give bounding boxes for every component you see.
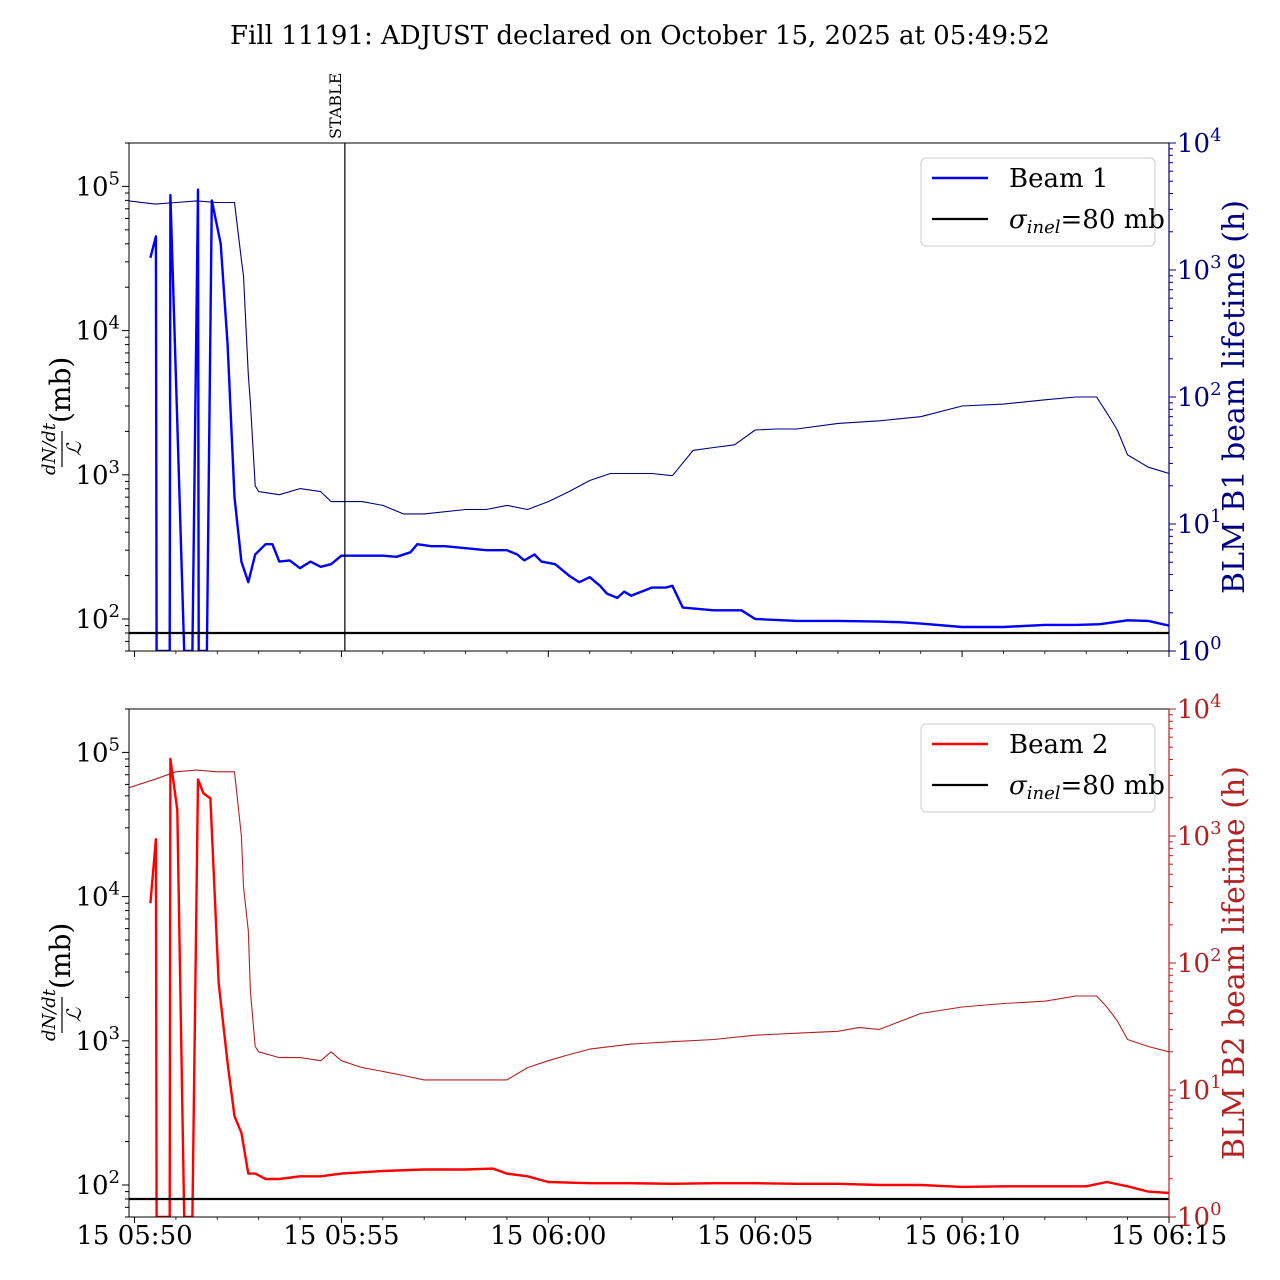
- x-tick-label: 15 05:55: [283, 1221, 399, 1251]
- right-tick-label: 103: [1177, 818, 1222, 852]
- left-tick-label: 102: [75, 601, 120, 635]
- series-blm-b1-beam-lifetime: [129, 200, 1169, 515]
- plot-area: [129, 188, 1169, 651]
- right-axis-label: BLM B2 beam lifetime (h): [1217, 766, 1252, 1160]
- left-tick-label: 104: [75, 313, 120, 347]
- right-tick-label: 102: [1177, 379, 1222, 413]
- left-tick-label: 102: [75, 1167, 120, 1201]
- series-beam-1: [149, 188, 1169, 651]
- right-tick-label: 100: [1177, 633, 1222, 667]
- x-tick-label: 15 05:50: [76, 1221, 192, 1251]
- x-tick-label: 15 06:00: [490, 1221, 606, 1251]
- y-label-unit: (mb): [44, 923, 77, 989]
- left-tick-label: 103: [75, 1023, 120, 1057]
- right-tick-label: 104: [1177, 691, 1222, 725]
- left-tick-label: 105: [75, 168, 120, 202]
- y-label-numerator: dN/dt: [39, 422, 60, 475]
- top-panel: STABLE 102 103 104 105 100 101 102 103 104 dN/dt ℒ (…: [39, 73, 1252, 667]
- x-tick-label: 15 06:15: [1111, 1221, 1227, 1251]
- plot-area: [129, 757, 1169, 1217]
- left-axis-label: dN/dt ℒ (mb): [39, 923, 86, 1041]
- left-tick-label: 103: [75, 457, 120, 491]
- legend-beam-label: Beam 2: [1009, 730, 1108, 760]
- x-tick-label: 15 06:10: [904, 1221, 1020, 1251]
- y-label-unit: (mb): [44, 357, 77, 423]
- figure-title: Fill 11191: ADJUST declared on October 1…: [230, 21, 1050, 51]
- legend-beam-label: Beam 1: [1009, 164, 1108, 194]
- right-tick-label: 101: [1177, 1072, 1222, 1106]
- x-tick-label: 15 06:05: [697, 1221, 813, 1251]
- legend-sigma-label: σinel=80 mb: [1009, 771, 1165, 804]
- right-tick-label: 102: [1177, 945, 1222, 979]
- left-tick-label: 105: [75, 734, 120, 768]
- y-label-denominator: ℒ: [62, 441, 86, 456]
- y-label-denominator: ℒ: [62, 1007, 86, 1022]
- right-tick-label: 103: [1177, 252, 1222, 286]
- left-axis-label: dN/dt ℒ (mb): [39, 357, 86, 475]
- legend-box: [920, 157, 1156, 247]
- series-blm-b2-beam-lifetime: [129, 769, 1169, 1081]
- right-tick-label: 104: [1177, 125, 1222, 159]
- legend-box: [920, 723, 1156, 813]
- legend-sigma-label: σinel=80 mb: [1009, 205, 1165, 238]
- left-tick-label: 104: [75, 879, 120, 913]
- bottom-panel: 102 103 104 105 100 101 102 103 104 15 05:50 15 05…: [39, 691, 1252, 1251]
- y-label-numerator: dN/dt: [39, 988, 60, 1041]
- series-beam-2: [149, 757, 1169, 1217]
- right-tick-label: 100: [1177, 1199, 1222, 1233]
- stable-marker-label: STABLE: [326, 73, 345, 139]
- right-tick-label: 101: [1177, 506, 1222, 540]
- right-axis-label: BLM B1 beam lifetime (h): [1217, 200, 1252, 594]
